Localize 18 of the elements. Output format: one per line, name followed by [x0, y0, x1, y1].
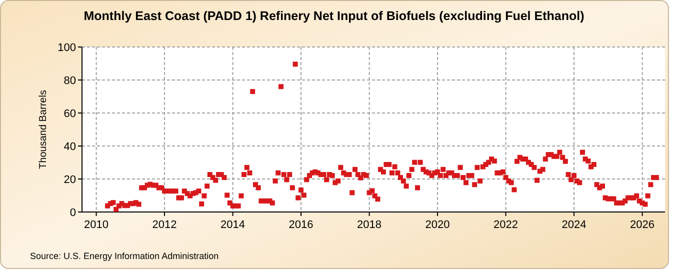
- x-tick-label: 2024: [562, 219, 586, 231]
- source-note: Source: U.S. Energy Information Administration: [30, 251, 219, 261]
- y-tick-label: 80: [64, 74, 76, 87]
- y-tick-label: 100: [58, 42, 76, 54]
- x-tick-label: 2026: [630, 219, 655, 231]
- y-tick-label: 0: [70, 206, 76, 219]
- chart-title: Monthly East Coast (PADD 1) Refinery Net Input of Biofuels (excluding Fuel Ethanol): [84, 9, 584, 23]
- x-tick-label: 2020: [425, 219, 450, 231]
- x-tick-label: 2016: [288, 219, 314, 231]
- x-tick-label: 2014: [220, 219, 246, 231]
- y-tick-label: 20: [64, 174, 76, 186]
- x-tick-label: 2010: [84, 219, 109, 231]
- x-tick-label: 2012: [152, 219, 177, 231]
- x-tick-label: 2018: [357, 219, 382, 231]
- y-axis-title: Thousand Barrels: [38, 90, 49, 169]
- y-tick-label: 40: [64, 140, 76, 153]
- y-tick-label: 60: [64, 108, 76, 120]
- x-tick-label: 2022: [494, 219, 518, 231]
